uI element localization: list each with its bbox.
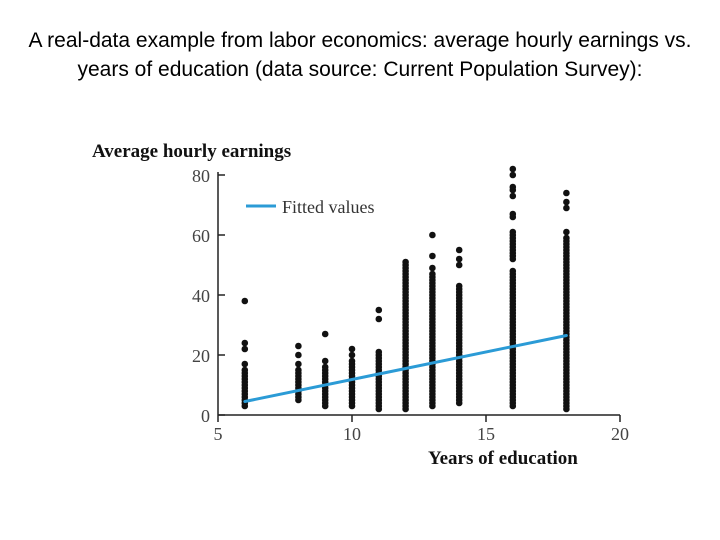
slide-title: A real-data example from labor economics… — [28, 29, 692, 81]
data-point — [455, 246, 463, 254]
data-point — [563, 405, 570, 413]
x-tick-label: 10 — [343, 424, 361, 444]
data-point — [509, 402, 517, 410]
y-tick-label: 20 — [192, 346, 210, 366]
data-point — [455, 261, 463, 269]
fitted-line — [243, 334, 568, 403]
data-point — [348, 402, 356, 410]
data-point — [348, 351, 356, 359]
y-axis-title: Average hourly earnings — [92, 141, 291, 162]
data-point — [375, 306, 383, 314]
y-tick-label: 80 — [192, 166, 210, 186]
data-point — [509, 213, 517, 221]
data-point — [429, 402, 436, 410]
data-point — [375, 315, 383, 323]
data-point — [455, 399, 463, 407]
data-point — [509, 171, 517, 179]
data-point — [321, 357, 329, 365]
y-tick-label: 60 — [192, 226, 210, 246]
y-tick-label: 0 — [201, 406, 210, 426]
data-point — [295, 351, 302, 359]
axes: 0 20 40 60 80 5 10 15 20 — [192, 166, 629, 444]
x-tick-label: 20 — [611, 424, 629, 444]
data-point — [563, 198, 570, 206]
data-point — [509, 255, 517, 263]
data-point — [429, 252, 436, 260]
data-point — [563, 189, 570, 197]
data-point — [295, 342, 302, 350]
data-point — [455, 255, 463, 263]
data-point — [563, 204, 570, 212]
data-point — [321, 402, 329, 410]
data-point — [509, 186, 517, 194]
data-point — [241, 339, 249, 347]
data-point — [295, 360, 302, 368]
data-point — [402, 405, 409, 413]
data-point — [348, 345, 356, 353]
legend: Fitted values — [246, 197, 375, 217]
data-point — [295, 396, 302, 404]
x-tick-label: 5 — [214, 424, 223, 444]
data-point — [429, 264, 436, 272]
x-axis-title: Years of education — [428, 448, 578, 469]
data-point — [563, 228, 570, 236]
data-point — [241, 297, 249, 305]
data-point — [321, 330, 329, 338]
fitted-line-layer — [243, 334, 568, 403]
data-point — [241, 360, 249, 368]
data-points — [241, 165, 570, 413]
x-tick-label: 15 — [477, 424, 495, 444]
data-point — [241, 345, 249, 353]
data-point — [509, 165, 517, 173]
data-point — [429, 231, 436, 239]
y-tick-label: 40 — [192, 286, 210, 306]
data-point — [375, 405, 383, 413]
data-point — [241, 402, 249, 410]
legend-label: Fitted values — [282, 197, 375, 217]
data-point — [509, 192, 517, 200]
